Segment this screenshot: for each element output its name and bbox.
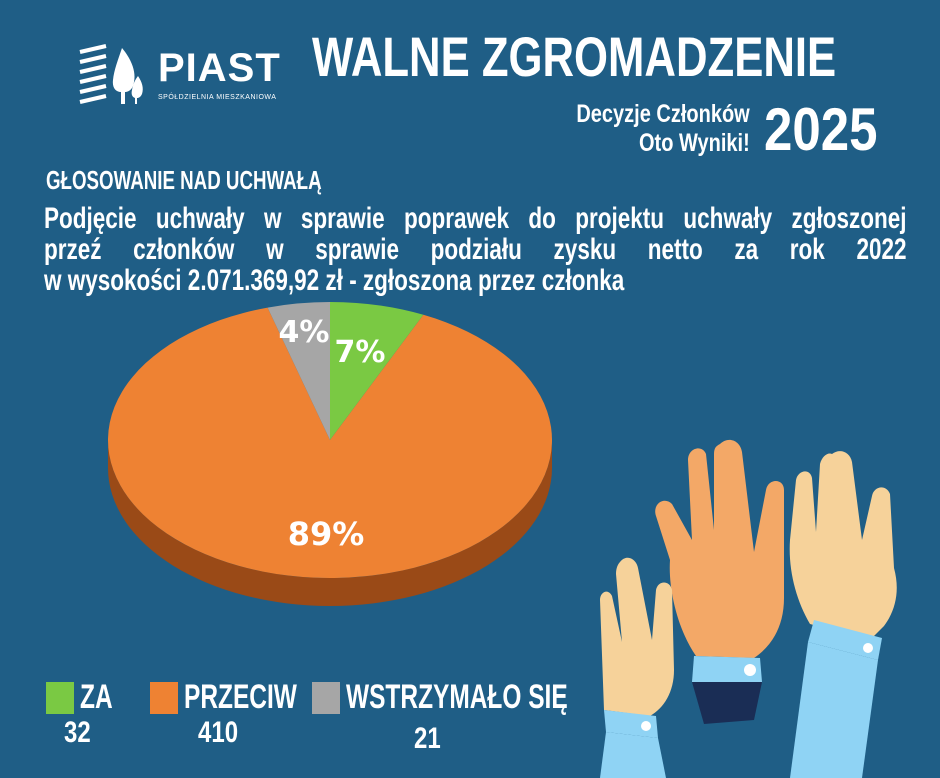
legend-label-za: ZA: [80, 678, 113, 716]
pie-label-przeciw: 89%: [288, 515, 365, 553]
raised-hands-icon: [600, 439, 897, 778]
pie-slice-przeciw: [108, 307, 553, 578]
pie-label-za: 7%: [335, 335, 386, 370]
resolution-line-2: przeź członków w sprawie podziału zysku …: [44, 233, 907, 266]
legend-count-przeciw: 410: [198, 716, 239, 749]
resolution-text: Podjęcie uchwały w sprawie poprawek do p…: [44, 203, 907, 296]
logo-subtitle: SPÓŁDZIELNIA MIESZKANIOWA: [158, 94, 277, 101]
section-title: GŁOSOWANIE NAD UCHWAŁĄ: [46, 165, 322, 195]
year: 2025: [764, 96, 878, 163]
resolution-line-1: Podjęcie uchwały w sprawie poprawek do p…: [44, 202, 907, 235]
hand-center: [655, 439, 784, 724]
subtitle: Decyzje Członków Oto Wyniki!: [577, 100, 750, 158]
legend-label-wstrzymalo: WSTRZYMAŁO SIĘ: [346, 678, 568, 716]
logo-name: PIAST: [158, 46, 281, 90]
resolution-line-3: w wysokości 2.071.369,92 zł - zgłoszona …: [44, 264, 625, 297]
piast-logo: PIAST SPÓŁDZIELNIA MIESZKANIOWA: [76, 40, 291, 110]
hand-right: [789, 451, 897, 778]
legend-swatch-wstrzymalo: [312, 682, 340, 714]
pie-slice-wstrzyma-o-si-: [267, 302, 330, 440]
legend-swatch-przeciw: [150, 682, 178, 714]
legend-swatch-za: [46, 682, 74, 714]
pie-slice-za: [330, 302, 424, 440]
main-title: WALNE ZGROMADZENIE: [312, 25, 837, 88]
subtitle-line-1: Decyzje Członków: [576, 100, 750, 128]
pie-label-wstrzyma-o-si-: 4%: [279, 315, 330, 350]
building-tree-logo-icon: [79, 44, 143, 104]
legend-count-wstrzymalo: 21: [414, 722, 441, 755]
legend-count-za: 32: [64, 716, 91, 749]
legend-label-przeciw: PRZECIW: [184, 678, 297, 716]
hand-left: [600, 557, 674, 778]
subtitle-line-2: Oto Wyniki!: [639, 128, 750, 157]
pie-side-wall: [108, 440, 552, 606]
